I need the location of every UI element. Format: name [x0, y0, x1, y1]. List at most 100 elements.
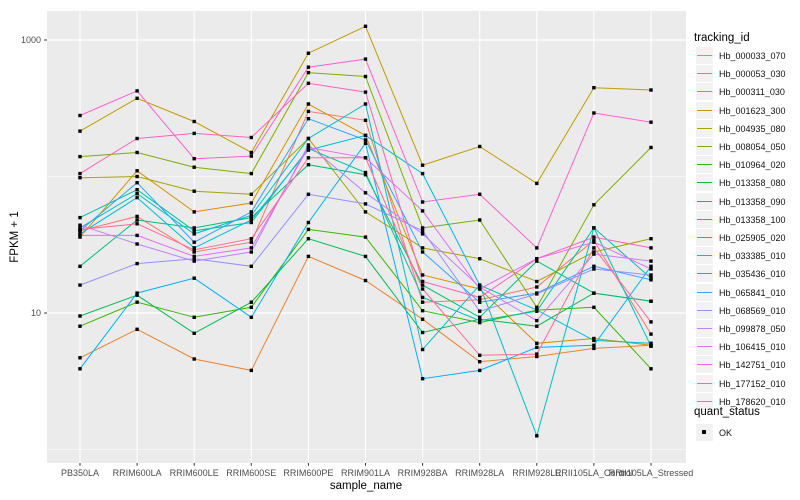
data-point	[135, 218, 139, 222]
legend-key	[696, 47, 713, 64]
data-point	[306, 136, 311, 141]
data-point	[478, 298, 482, 302]
data-point	[306, 109, 311, 114]
data-point	[306, 51, 311, 55]
data-point	[649, 267, 653, 271]
data-point	[192, 331, 196, 335]
data-point	[135, 327, 139, 331]
legend-item-label: OK	[719, 428, 733, 438]
data-point	[478, 300, 482, 304]
legend-key-line-icon	[697, 400, 712, 402]
data-point	[249, 368, 253, 373]
data-point	[192, 248, 196, 252]
legend-key	[696, 192, 713, 210]
x-axis-tick-label: PB350LA	[60, 468, 100, 478]
x-axis-tick-label: RRIM600LA	[112, 468, 162, 478]
data-point	[135, 293, 139, 297]
data-point	[592, 86, 596, 90]
data-point	[135, 96, 139, 100]
data-point	[249, 135, 253, 140]
data-point	[592, 226, 596, 230]
data-point	[306, 145, 311, 150]
data-point	[535, 352, 539, 356]
legend-key	[696, 119, 713, 137]
legend-key	[696, 83, 713, 101]
data-point	[478, 309, 482, 313]
data-point	[135, 242, 139, 246]
data-point	[478, 285, 482, 289]
data-point	[192, 210, 196, 214]
data-point	[135, 89, 139, 93]
legend-item-label: Hb_004935_080	[719, 123, 786, 134]
data-point	[78, 314, 82, 318]
data-point	[592, 338, 596, 343]
legend-item-label: Hb_142751_010	[719, 360, 786, 371]
legend-item-label: Hb_035436_010	[719, 269, 786, 280]
data-point	[306, 81, 311, 85]
y-axis-tick-label: 10	[30, 308, 41, 318]
data-point	[649, 273, 653, 277]
data-point	[649, 278, 653, 282]
data-point	[135, 169, 139, 173]
legend-key-line-icon	[697, 309, 712, 311]
data-point	[592, 305, 596, 309]
x-axis-tick-label: RRIM600PE	[283, 468, 334, 478]
data-point	[192, 189, 196, 193]
data-point	[306, 117, 311, 121]
data-point	[249, 315, 253, 319]
data-point	[420, 232, 425, 236]
data-point	[78, 223, 82, 227]
data-point	[420, 279, 425, 284]
data-point	[478, 283, 482, 287]
data-point	[478, 360, 482, 364]
data-point	[135, 233, 139, 238]
legend-key-line-icon	[697, 91, 712, 93]
data-point	[135, 150, 139, 155]
data-point	[249, 220, 253, 225]
legend-key	[696, 424, 713, 441]
data-point	[78, 129, 82, 133]
data-point	[535, 341, 539, 345]
data-point	[420, 309, 425, 313]
data-point	[249, 171, 253, 176]
data-point	[192, 257, 196, 261]
data-point	[535, 434, 539, 438]
data-point	[249, 213, 253, 217]
data-point	[135, 300, 139, 304]
data-point	[420, 171, 425, 176]
data-point	[306, 102, 311, 106]
legend-item-label: Hb_010964_020	[719, 160, 786, 171]
data-point	[78, 176, 82, 180]
data-point	[135, 188, 139, 192]
data-point	[192, 119, 196, 124]
data-point	[192, 226, 196, 230]
data-point	[363, 173, 368, 177]
legend-item-label: Hb_000311_030	[719, 87, 785, 98]
data-point	[192, 157, 196, 161]
data-point	[649, 145, 653, 150]
x-axis-tick-label: RRIM928BA	[397, 468, 448, 478]
data-point	[306, 163, 311, 167]
data-point	[649, 88, 653, 92]
data-point	[192, 229, 196, 233]
data-point	[592, 203, 596, 207]
data-point	[249, 246, 253, 250]
legend-key-line-icon	[697, 255, 712, 257]
data-point	[649, 344, 653, 348]
legend-key-line-icon	[697, 237, 712, 238]
data-point	[420, 295, 425, 300]
legend-key-line-icon	[697, 109, 712, 111]
legend-key-line-icon	[697, 364, 712, 366]
legend-key	[696, 338, 713, 356]
data-point	[192, 276, 196, 280]
data-point	[535, 259, 539, 263]
data-point	[478, 315, 482, 319]
data-point	[363, 254, 368, 259]
legend-key-line-icon	[697, 291, 712, 293]
data-point	[249, 237, 253, 241]
y-axis-title: FPKM + 1	[9, 211, 21, 263]
data-point	[478, 320, 482, 325]
data-point	[192, 357, 196, 361]
